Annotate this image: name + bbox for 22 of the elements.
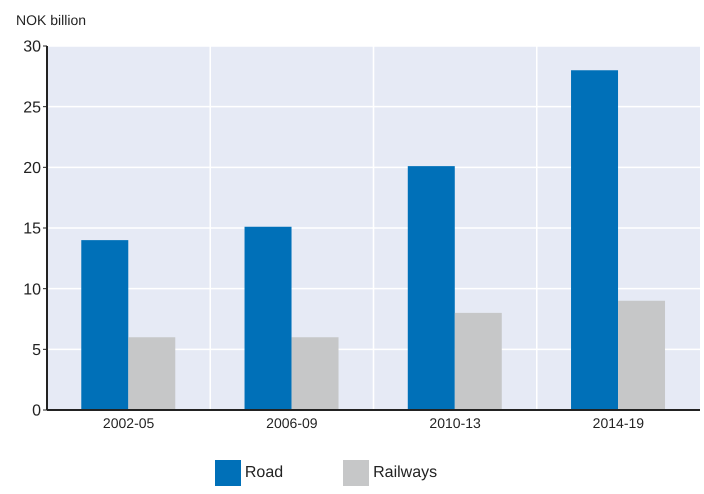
y-tick-label: 30 [23, 38, 42, 56]
bar [618, 300, 666, 410]
bar [244, 226, 292, 410]
legend-label: Railways [373, 464, 438, 482]
bar [571, 70, 618, 410]
bar [408, 166, 455, 410]
bar [81, 240, 128, 410]
x-tick-label: 2014-19 [592, 414, 644, 431]
x-tick-label: 2010-13 [429, 414, 482, 431]
y-axis-title: NOK billion [16, 12, 86, 28]
x-tick-label: 2006-09 [266, 414, 318, 431]
x-tick-label: 2002-05 [102, 414, 155, 431]
y-tick-label: 25 [23, 99, 42, 116]
y-tick-label: 5 [32, 342, 42, 360]
bar [454, 312, 502, 410]
y-tick-label: 15 [23, 220, 42, 238]
y-tick-label: 0 [32, 402, 42, 420]
y-tick-label: 20 [23, 160, 42, 178]
legend-label: Road [244, 464, 284, 482]
y-tick-label: 10 [23, 281, 42, 298]
bar [292, 337, 339, 410]
bar [128, 337, 176, 410]
